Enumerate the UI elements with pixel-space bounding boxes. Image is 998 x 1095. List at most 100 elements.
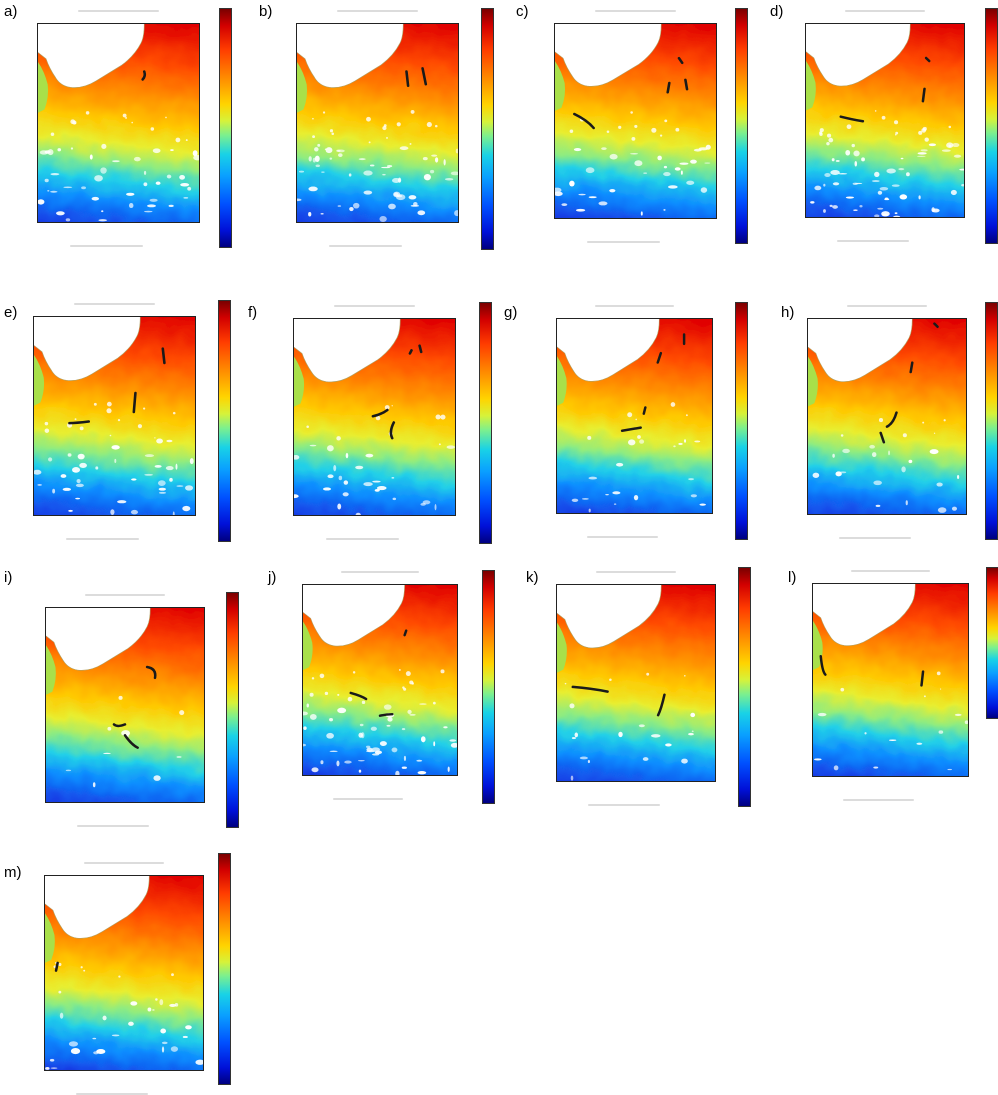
front-marker <box>885 411 898 428</box>
cloud-speckle <box>372 480 381 483</box>
cloud-speckle <box>322 487 332 491</box>
colorbar <box>481 8 494 250</box>
cloud-speckle <box>387 717 393 722</box>
cloud-speckle <box>375 415 381 421</box>
cloud-speckle <box>355 465 364 470</box>
cloud-speckle <box>395 770 400 775</box>
front-marker <box>421 67 428 86</box>
cloud-speckle <box>382 126 387 131</box>
cloud-speckle <box>358 732 364 738</box>
coastline <box>294 319 401 383</box>
cloud-speckle <box>864 732 867 735</box>
cloud-speckle <box>819 128 824 133</box>
panel-label: a) <box>4 3 18 20</box>
cloud-speckle <box>579 756 588 760</box>
cloud-speckle <box>363 190 373 195</box>
cloud-speckle <box>374 488 380 492</box>
cloud-speckle <box>48 457 53 462</box>
cloud-speckle <box>420 736 426 743</box>
cloud-speckle <box>830 170 840 176</box>
front-marker <box>656 351 663 364</box>
cloud-speckle <box>673 445 676 448</box>
faint-title-line <box>596 571 676 573</box>
cloud-speckle <box>365 453 374 458</box>
cloud-speckle <box>571 498 579 502</box>
cloud-speckle <box>89 154 93 160</box>
cloud-speckle <box>125 116 128 119</box>
cloud-speckle <box>663 208 666 211</box>
cloud-speckle <box>176 756 182 758</box>
cloud-speckle <box>348 173 352 177</box>
cloud-speckle <box>106 401 112 407</box>
cloud-speckle <box>823 183 826 187</box>
front-marker <box>112 723 127 728</box>
cloud-speckle <box>306 425 309 428</box>
cloud-speckle <box>433 741 436 747</box>
cloud-speckle <box>38 199 45 205</box>
cloud-speckle <box>338 475 343 481</box>
cloud-speckle <box>409 142 412 145</box>
cloud-speckle <box>450 171 458 176</box>
cloud-speckle <box>153 775 161 781</box>
land-mass <box>303 585 405 647</box>
cloud-speckle <box>118 695 123 700</box>
cloud-speckle <box>409 713 416 716</box>
cloud-speckle <box>326 732 334 739</box>
coastal-strip <box>294 356 305 407</box>
cloud-speckle <box>34 469 42 475</box>
cloud-speckle <box>150 127 155 131</box>
front-marker <box>389 421 396 440</box>
cloud-speckle <box>171 973 174 977</box>
cloud-speckle <box>130 1001 138 1006</box>
cloud-speckle <box>953 154 962 158</box>
panel-label: g) <box>504 304 518 321</box>
cloud-speckle <box>312 117 314 120</box>
cloud-speckle <box>447 766 450 772</box>
cloud-speckle <box>936 671 941 676</box>
cloud-speckle <box>922 126 927 131</box>
front-marker <box>839 115 865 123</box>
cloud-speckle <box>691 730 694 733</box>
panel-label: c) <box>516 3 529 20</box>
cloud-speckle <box>846 124 852 129</box>
cloud-speckle <box>363 170 373 176</box>
front-marker <box>408 349 413 355</box>
coastal-strip <box>297 62 308 113</box>
cloud-speckle <box>76 479 81 484</box>
cloud-speckle <box>59 1012 64 1019</box>
front-marker <box>879 431 886 444</box>
cloud-speckle <box>605 494 609 496</box>
cloud-speckle <box>294 454 300 460</box>
front-marker <box>571 685 609 693</box>
cloud-speckle <box>871 180 880 182</box>
cloud-speckle <box>72 470 77 473</box>
cloud-speckle <box>56 211 65 216</box>
cloud-speckle <box>308 186 318 192</box>
cloud-speckle <box>131 121 133 124</box>
cloud-speckle <box>371 753 380 756</box>
cloud-speckle <box>379 215 387 222</box>
cloud-speckle <box>657 155 662 161</box>
cloud-speckle <box>74 418 77 421</box>
land-mass <box>297 24 404 88</box>
cloud-speckle <box>106 408 112 414</box>
cloud-speckle <box>58 990 62 994</box>
cloud-speckle <box>193 154 199 161</box>
cloud-speckle <box>952 143 960 148</box>
cloud-speckle <box>690 494 697 498</box>
cloud-speckle <box>643 172 648 174</box>
coastal-strip <box>557 356 567 406</box>
sst-map <box>807 318 967 515</box>
cloud-speckle <box>112 160 120 163</box>
cloud-speckle <box>588 196 597 199</box>
front-marker <box>141 70 147 81</box>
land-mass <box>555 24 662 87</box>
cloud-speckle <box>311 677 315 680</box>
faint-caption-line <box>333 798 404 800</box>
panel-label: m) <box>4 864 22 881</box>
cloud-speckle <box>49 1058 55 1062</box>
cloud-speckle <box>165 116 167 119</box>
cloud-speckle <box>383 704 392 710</box>
cloud-speckle <box>681 758 688 764</box>
cloud-speckle <box>161 1041 168 1045</box>
